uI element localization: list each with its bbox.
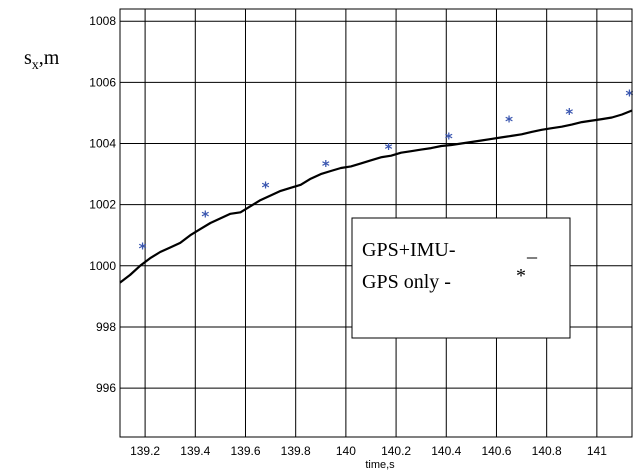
data-point-gps-only: * — [139, 239, 147, 257]
data-point-gps-only: * — [322, 157, 330, 175]
y-tick-label: 1008 — [89, 14, 116, 28]
series-line-gps-imu — [119, 109, 633, 284]
y-tick-label: 1004 — [89, 137, 116, 151]
y-tick-label: 996 — [96, 381, 116, 395]
x-tick-label: 140.8 — [532, 444, 562, 458]
x-tick-label: 141 — [587, 444, 607, 458]
data-point-gps-only: * — [505, 113, 513, 131]
series-layer: * * * * * * * * * — [119, 87, 634, 284]
data-point-gps-only: * — [201, 207, 209, 225]
x-tick-label: 139.6 — [230, 444, 260, 458]
y-tick-label: 1006 — [89, 75, 116, 89]
x-tick-label: 140.2 — [381, 444, 411, 458]
y-tick-label: 1002 — [89, 198, 116, 212]
y-tick-label: 1000 — [89, 259, 116, 273]
data-point-gps-only: * — [565, 105, 573, 123]
legend-symbol-gps-only: * — [516, 265, 526, 287]
legend-symbol-gps-imu: _ — [526, 239, 538, 261]
data-point-gps-only: * — [445, 129, 453, 147]
x-tick-label: 139.8 — [281, 444, 311, 458]
legend: GPS+IMU- _ GPS only - * — [351, 217, 571, 339]
x-axis-ticks: 139.2 139.4 139.6 139.8 140 140.2 140.4 140.6 14… — [130, 444, 607, 458]
x-tick-label: 140 — [336, 444, 356, 458]
y-tick-label: 998 — [96, 320, 116, 334]
x-tick-label: 140.6 — [481, 444, 511, 458]
x-axis-label: time,s — [365, 459, 395, 471]
data-point-gps-only: * — [626, 87, 634, 105]
y-axis-ticks: 996 998 1000 1002 1004 1006 1008 — [89, 14, 116, 395]
legend-label-gps-only: GPS only - — [362, 271, 451, 293]
legend-label-gps-imu: GPS+IMU- — [362, 239, 456, 261]
legend-box — [351, 217, 571, 339]
x-tick-label: 139.4 — [180, 444, 210, 458]
data-point-gps-only: * — [262, 178, 270, 196]
x-tick-label: 140.4 — [431, 444, 461, 458]
y-axis-label: sx,m — [24, 47, 60, 73]
x-tick-label: 139.2 — [130, 444, 160, 458]
data-point-gps-only: * — [385, 140, 393, 158]
plot-frame — [119, 8, 633, 438]
